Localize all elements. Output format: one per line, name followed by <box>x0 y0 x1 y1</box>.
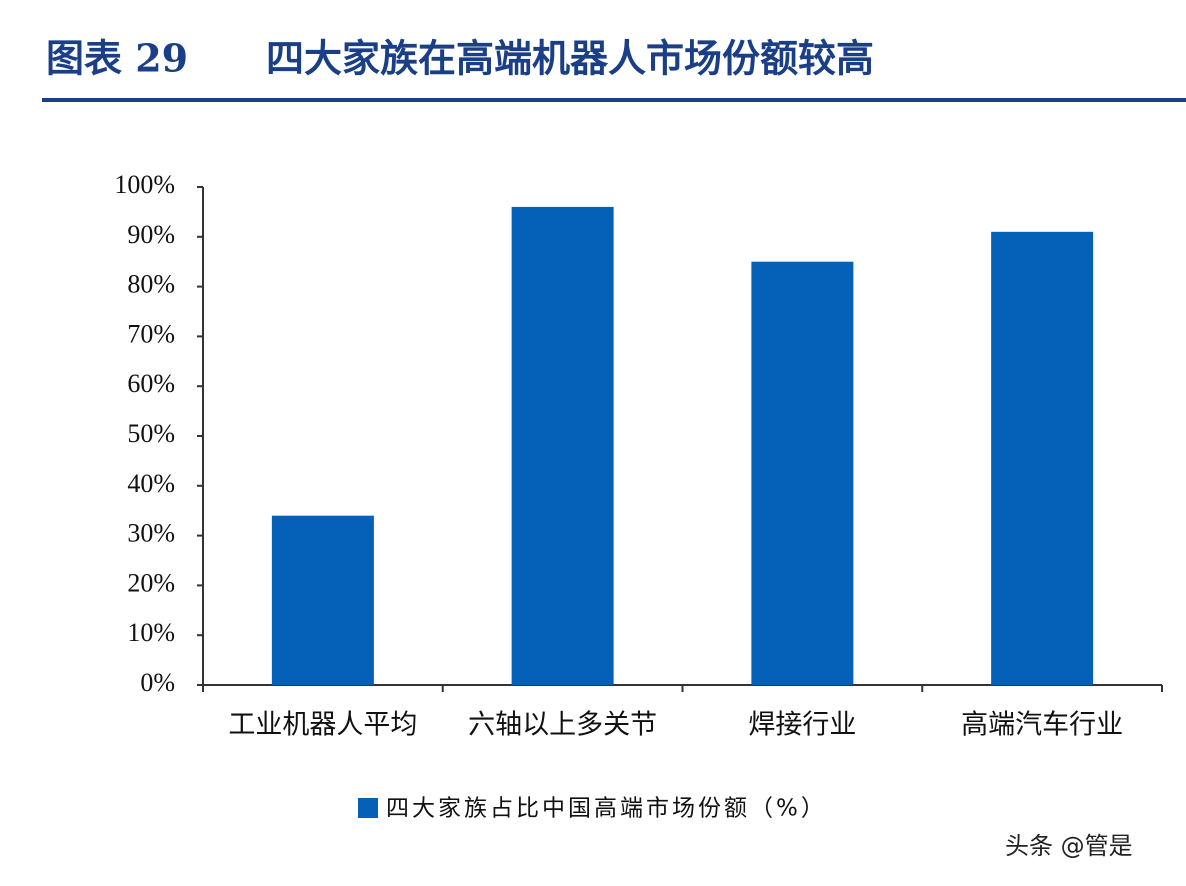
y-tick-label: 100% <box>114 170 175 199</box>
legend-label: 四大家族占比中国高端市场份额（%） <box>386 796 827 822</box>
bar <box>751 261 854 685</box>
y-tick-label: 30% <box>127 519 175 548</box>
y-tick-label: 0% <box>140 668 175 697</box>
watermark: 头条 @管是 <box>1005 832 1133 860</box>
y-tick-label: 20% <box>127 568 175 597</box>
bar <box>991 231 1094 685</box>
bar <box>511 206 614 686</box>
x-tick-label: 焊接行业 <box>748 710 856 741</box>
bar <box>271 515 374 685</box>
chart-title: 四大家族在高端机器人市场份额较高 <box>266 36 874 81</box>
y-tick-label: 90% <box>127 220 175 249</box>
chart-title-label: 图表 29 <box>46 36 188 81</box>
y-tick-label: 10% <box>127 618 175 647</box>
x-tick-label: 高端汽车行业 <box>961 710 1123 741</box>
y-tick-label: 80% <box>127 270 175 299</box>
title-rule <box>42 98 1186 102</box>
x-tick-label: 工业机器人平均 <box>228 710 417 741</box>
y-tick-label: 70% <box>127 319 175 348</box>
x-tick-label: 六轴以上多关节 <box>468 710 657 741</box>
y-tick-label: 60% <box>127 369 175 398</box>
y-tick-label: 40% <box>127 469 175 498</box>
y-tick-label: 50% <box>127 419 175 448</box>
legend-swatch <box>358 798 378 818</box>
